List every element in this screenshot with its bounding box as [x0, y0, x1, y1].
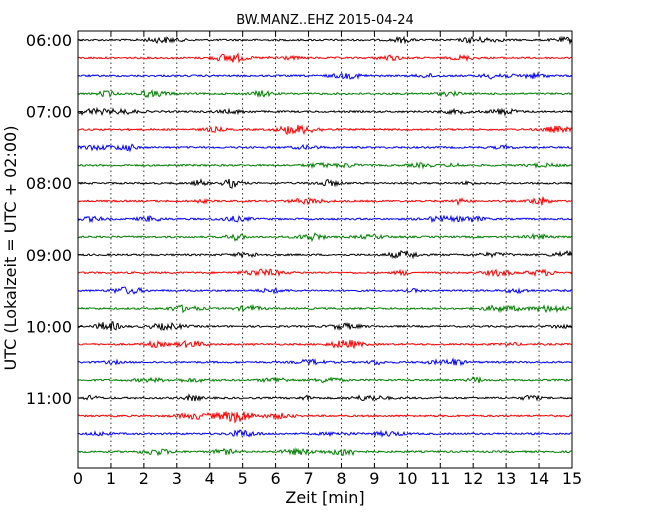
x-tick-label: 15 — [562, 469, 582, 488]
plot-frame — [77, 30, 573, 469]
seismogram-trace — [77, 393, 573, 402]
seismogram-trace — [77, 89, 573, 99]
seismogram-trace — [77, 124, 573, 136]
y-tick-label: 08:00 — [26, 174, 72, 193]
seismogram-trace — [77, 71, 573, 80]
x-tick-label: 11 — [430, 469, 450, 488]
grid-lines — [110, 31, 540, 468]
chart-title: BW.MANZ..EHZ 2015-04-24 — [236, 13, 414, 28]
x-tick-label: 8 — [336, 469, 346, 488]
x-tick-label: 14 — [529, 469, 549, 488]
x-tick-label: 6 — [271, 469, 281, 488]
seismogram-trace — [77, 52, 573, 64]
seismogram-trace — [77, 411, 573, 424]
x-tick-label: 9 — [369, 469, 379, 488]
x-tick-label: 3 — [172, 469, 182, 488]
seismogram-trace — [77, 143, 573, 153]
x-tick-label: 0 — [73, 469, 83, 488]
seismogram-trace — [77, 286, 573, 295]
seismogram-trace — [77, 177, 573, 189]
y-tick-label: 06:00 — [26, 31, 72, 50]
x-tick-label: 10 — [397, 469, 417, 488]
seismogram-trace — [77, 106, 573, 117]
seismogram-trace — [77, 249, 573, 260]
x-tick-label: 2 — [139, 469, 149, 488]
seismogram-trace — [77, 321, 573, 332]
seismogram-trace — [77, 232, 573, 243]
y-tick-label: 10:00 — [26, 317, 72, 336]
seismogram-trace — [77, 161, 573, 170]
x-axis-ticks: 0 1 2 3 4 5 6 7 8 9 10 11 12 13 14 15 — [73, 31, 582, 488]
x-tick-label: 5 — [238, 469, 248, 488]
x-tick-label: 4 — [205, 469, 215, 488]
y-tick-label: 09:00 — [26, 246, 72, 265]
seismogram-trace — [77, 429, 573, 439]
seismogram-trace — [77, 35, 573, 45]
y-axis-label: UTC (Lokalzeit = UTC + 02:00) — [1, 126, 20, 371]
x-tick-label: 13 — [496, 469, 516, 488]
seismogram-trace — [77, 196, 573, 207]
x-tick-label: 1 — [106, 469, 116, 488]
y-axis-ticks: 06:00 07:00 08:00 09:00 10:00 11:00 — [26, 31, 572, 408]
x-tick-label: 12 — [463, 469, 483, 488]
x-axis-label: Zeit [min] — [285, 488, 364, 507]
seismogram-trace — [77, 303, 573, 314]
seismogram-trace — [77, 447, 573, 457]
seismogram-trace — [77, 375, 573, 384]
seismogram-trace — [77, 214, 573, 224]
x-tick-label: 7 — [303, 469, 313, 488]
trace-group — [77, 35, 573, 457]
seismogram-trace — [77, 268, 573, 278]
y-tick-label: 07:00 — [26, 103, 72, 122]
y-tick-label: 11:00 — [26, 389, 72, 408]
seismogram-trace — [77, 357, 573, 367]
seismogram-trace — [77, 339, 573, 350]
